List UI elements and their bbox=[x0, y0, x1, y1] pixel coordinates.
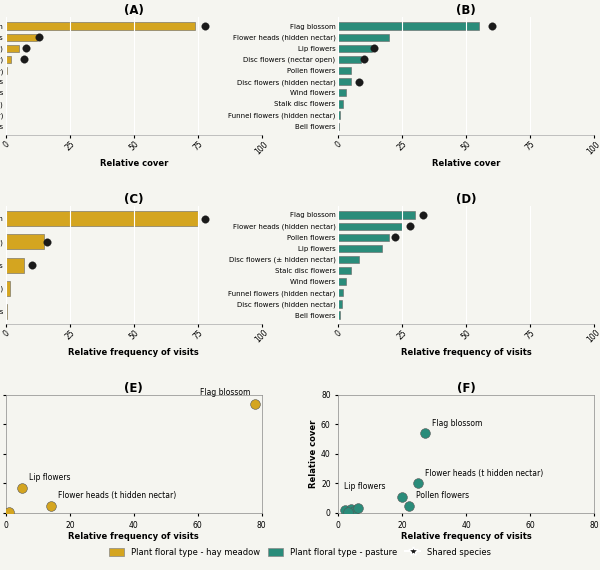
Title: (F): (F) bbox=[457, 382, 476, 395]
Title: (D): (D) bbox=[456, 193, 476, 206]
Bar bbox=[338, 234, 389, 241]
X-axis label: Relative frequency of visits: Relative frequency of visits bbox=[68, 532, 199, 541]
Bar bbox=[6, 304, 7, 319]
Bar bbox=[6, 258, 24, 272]
Text: Lip flowers: Lip flowers bbox=[344, 482, 385, 491]
Text: Flower heads (t hidden nectar): Flower heads (t hidden nectar) bbox=[58, 491, 176, 500]
Bar bbox=[6, 34, 37, 41]
Bar bbox=[338, 245, 382, 252]
Bar bbox=[338, 56, 361, 63]
Bar bbox=[338, 67, 351, 74]
Bar bbox=[338, 78, 351, 86]
Bar bbox=[338, 22, 479, 30]
X-axis label: Relative cover: Relative cover bbox=[432, 158, 500, 168]
X-axis label: Relative cover: Relative cover bbox=[100, 158, 168, 168]
Text: Flag blossom: Flag blossom bbox=[200, 388, 250, 397]
Bar bbox=[6, 44, 19, 52]
Text: Flower heads (t hidden nectar): Flower heads (t hidden nectar) bbox=[425, 469, 544, 478]
Text: Flag blossom: Flag blossom bbox=[431, 419, 482, 428]
Bar bbox=[6, 56, 11, 63]
Bar bbox=[6, 234, 44, 250]
Bar bbox=[6, 211, 198, 226]
Bar bbox=[338, 300, 342, 308]
Bar bbox=[338, 311, 340, 319]
Bar bbox=[338, 89, 346, 96]
Bar bbox=[338, 289, 343, 296]
Bar bbox=[338, 34, 389, 41]
Title: (E): (E) bbox=[124, 382, 143, 395]
Bar bbox=[338, 100, 343, 108]
Bar bbox=[6, 22, 195, 30]
Bar bbox=[338, 211, 415, 219]
Y-axis label: Relative cover: Relative cover bbox=[309, 420, 318, 488]
Bar bbox=[338, 112, 340, 119]
Bar bbox=[6, 280, 10, 296]
Bar bbox=[6, 67, 7, 74]
Bar bbox=[338, 267, 351, 274]
X-axis label: Relative frequency of visits: Relative frequency of visits bbox=[401, 532, 532, 541]
Text: Lip flowers: Lip flowers bbox=[29, 473, 70, 482]
Bar bbox=[338, 44, 371, 52]
Text: Pollen flowers: Pollen flowers bbox=[416, 491, 469, 500]
Legend: Plant floral type - hay meadow, Plant floral type - pasture, Shared species: Plant floral type - hay meadow, Plant fl… bbox=[106, 544, 494, 560]
Bar bbox=[338, 256, 359, 263]
Title: (B): (B) bbox=[456, 4, 476, 17]
Bar bbox=[338, 278, 346, 286]
Title: (C): (C) bbox=[124, 193, 143, 206]
Title: (A): (A) bbox=[124, 4, 144, 17]
Bar bbox=[338, 222, 402, 230]
Bar bbox=[338, 123, 339, 130]
X-axis label: Relative frequency of visits: Relative frequency of visits bbox=[401, 348, 532, 357]
X-axis label: Relative frequency of visits: Relative frequency of visits bbox=[68, 348, 199, 357]
